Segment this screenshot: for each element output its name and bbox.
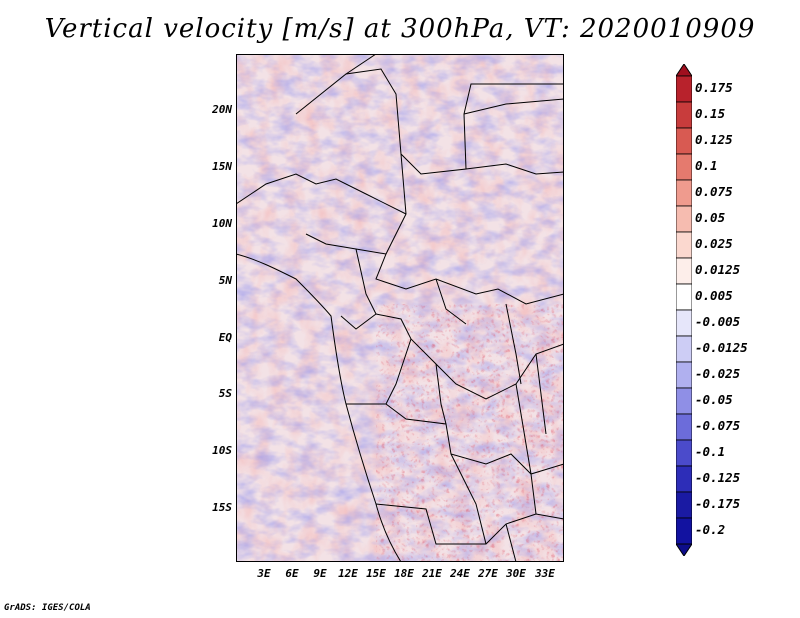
- colorbar-label: 0.075: [695, 184, 733, 199]
- velocity-field-map: [235, 53, 565, 563]
- lon-label-15e: 15E: [366, 567, 386, 580]
- colorbar-segment: [676, 517, 692, 545]
- lon-label-3e: 3E: [257, 567, 271, 580]
- colorbar-label: 0.05: [695, 210, 726, 225]
- colorbar-label: -0.005: [695, 314, 741, 329]
- colorbar-label: 0.15: [695, 106, 726, 121]
- lon-label-12e: 12E: [338, 567, 358, 580]
- lat-label-10n: 10N: [212, 217, 232, 230]
- country-borders: [235, 53, 565, 563]
- colorbar-segment: [676, 101, 692, 129]
- colorbar-segment: [676, 491, 692, 519]
- colorbar-segment: [676, 387, 692, 415]
- colorbar-label: -0.125: [695, 470, 741, 485]
- lon-label-9e: 9E: [313, 567, 327, 580]
- lat-label-5n: 5N: [218, 274, 232, 287]
- lon-label-27e: 27E: [478, 567, 498, 580]
- lon-label-21e: 21E: [422, 567, 442, 580]
- lat-label-15n: 15N: [212, 160, 232, 173]
- colorbar-label: 0.005: [695, 288, 733, 303]
- lon-label-30e: 30E: [506, 567, 526, 580]
- lat-label-10s: 10S: [212, 444, 232, 457]
- lon-label-33e: 33E: [535, 567, 555, 580]
- colorbar-segment: [676, 153, 692, 181]
- map-panel: [235, 53, 565, 563]
- colorbar-top-arrow: [676, 64, 692, 77]
- colorbar-segment: [676, 465, 692, 493]
- colorbar-segment: [676, 179, 692, 207]
- colorbar-segment: [676, 361, 692, 389]
- colorbar-segment: [676, 413, 692, 441]
- colorbar-label: -0.1: [695, 444, 726, 459]
- lat-label-20n: 20N: [212, 103, 232, 116]
- lat-label-15s: 15S: [212, 501, 232, 514]
- colorbar-segment: [676, 257, 692, 285]
- colorbar-label: -0.025: [695, 366, 741, 381]
- colorbar-segment: [676, 75, 692, 103]
- lat-label-5s: 5S: [218, 387, 232, 400]
- colorbar-label: 0.1: [695, 158, 718, 173]
- colorbar-label: 0.125: [695, 132, 733, 147]
- colorbar-segment: [676, 205, 692, 233]
- colorbar-segment: [676, 439, 692, 467]
- lat-label-eq: EQ: [218, 331, 232, 344]
- colorbar-label: -0.175: [695, 496, 741, 511]
- map-frame: [236, 54, 564, 562]
- field-convective-pattern: [376, 304, 564, 562]
- colorbar-label: 0.025: [695, 236, 733, 251]
- colorbar-segment: [676, 127, 692, 155]
- colorbar-segment: [676, 231, 692, 259]
- colorbar-label: -0.075: [695, 418, 741, 433]
- lon-label-18e: 18E: [394, 567, 414, 580]
- lon-label-6e: 6E: [285, 567, 299, 580]
- colorbar-segment: [676, 283, 692, 311]
- grads-credit: GrADS: IGES/COLA: [4, 603, 91, 613]
- colorbar-label: 0.175: [695, 80, 733, 95]
- map-title: Vertical velocity [m/s] at 300hPa, VT: 2…: [44, 14, 756, 44]
- colorbar-label: -0.05: [695, 392, 733, 407]
- colorbar-segment: [676, 335, 692, 363]
- colorbar-label: 0.0125: [695, 262, 741, 277]
- lon-label-24e: 24E: [450, 567, 470, 580]
- colorbar: [676, 64, 692, 556]
- colorbar-bottom-arrow: [676, 543, 692, 556]
- colorbar-label: -0.0125: [695, 340, 748, 355]
- colorbar-segment: [676, 309, 692, 337]
- colorbar-label: -0.2: [695, 522, 726, 537]
